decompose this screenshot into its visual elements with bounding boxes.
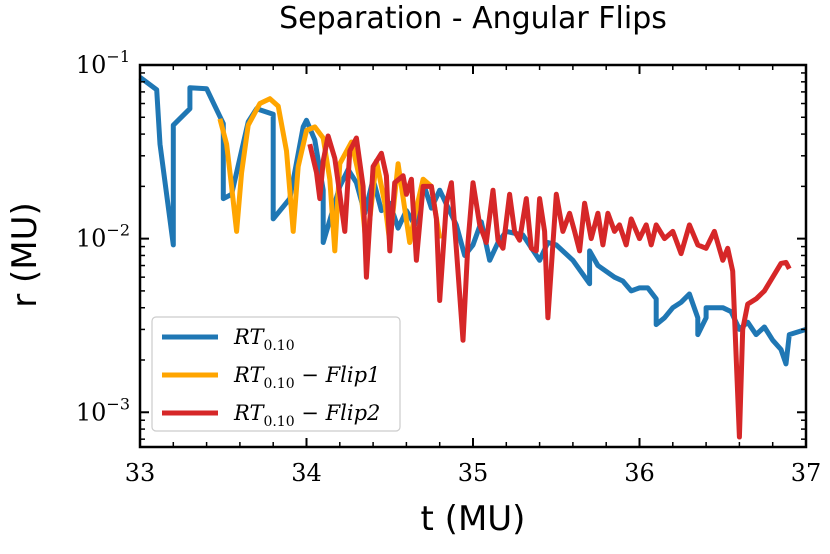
legend: RT0.10 RT0.10 − Flip1 RT0.10 − Flip2: [151, 316, 401, 432]
legend-label-2: RT0.10 − Flip1: [233, 363, 380, 392]
chart-title: Separation - Angular Flips: [279, 1, 667, 36]
x-tick-label: 34: [291, 459, 322, 487]
x-tick-label: 36: [624, 459, 655, 487]
y-axis-label: r (MU): [5, 202, 45, 308]
series-line-3: [307, 133, 792, 440]
y-tick-label: 10−3: [76, 394, 130, 426]
plot-frame: [138, 63, 808, 449]
legend-label-3: RT0.10 − Flip2: [233, 401, 380, 430]
ticks-layer: 33 34 35 36 37 10−1 10−2 10−3: [76, 47, 821, 487]
x-axis-label: t (MU): [421, 499, 526, 539]
y-tick-label: 10−2: [76, 221, 130, 253]
legend-label-1: RT0.10: [233, 325, 295, 354]
series-layer: [138, 75, 807, 440]
x-tick-label: 37: [791, 459, 822, 487]
x-tick-label: 35: [458, 459, 489, 487]
legend-box: [151, 316, 401, 432]
x-tick-label: 33: [125, 459, 156, 487]
y-tick-label: 10−1: [76, 47, 130, 79]
